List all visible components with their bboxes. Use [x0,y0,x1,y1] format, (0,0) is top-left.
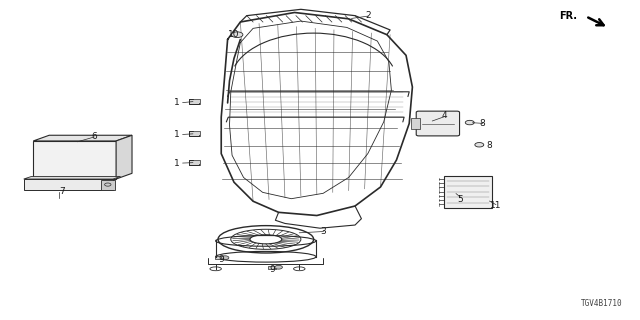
Polygon shape [116,135,132,179]
Bar [33,141,116,179]
Circle shape [465,120,474,125]
Text: 9: 9 [269,265,275,274]
Bar [411,118,420,129]
Text: 11: 11 [490,202,501,211]
Bar [24,179,113,190]
Text: 7: 7 [59,187,65,196]
Text: TGV4B1710: TGV4B1710 [581,299,623,308]
Bar [444,176,492,208]
Polygon shape [24,177,120,179]
Polygon shape [33,135,132,141]
Text: 1: 1 [173,99,179,108]
Text: 1: 1 [173,130,179,139]
Circle shape [221,256,229,260]
Bar [189,131,200,136]
Text: 9: 9 [218,255,224,264]
Circle shape [232,32,243,37]
Text: 1: 1 [173,159,179,168]
FancyBboxPatch shape [416,111,460,136]
Text: 8: 8 [486,141,492,150]
Text: 3: 3 [320,227,326,236]
Text: 2: 2 [365,11,371,20]
Text: 4: 4 [442,111,447,120]
Bar [268,266,276,269]
Text: 10: 10 [228,30,240,39]
Circle shape [475,142,484,147]
Text: FR.: FR. [559,11,577,21]
Bar [189,160,200,165]
Bar [215,256,223,259]
Circle shape [275,265,282,269]
Text: 8: 8 [479,119,485,128]
Text: 6: 6 [91,132,97,141]
Bar [189,99,200,104]
Bar [101,180,115,189]
Text: 5: 5 [458,195,463,204]
